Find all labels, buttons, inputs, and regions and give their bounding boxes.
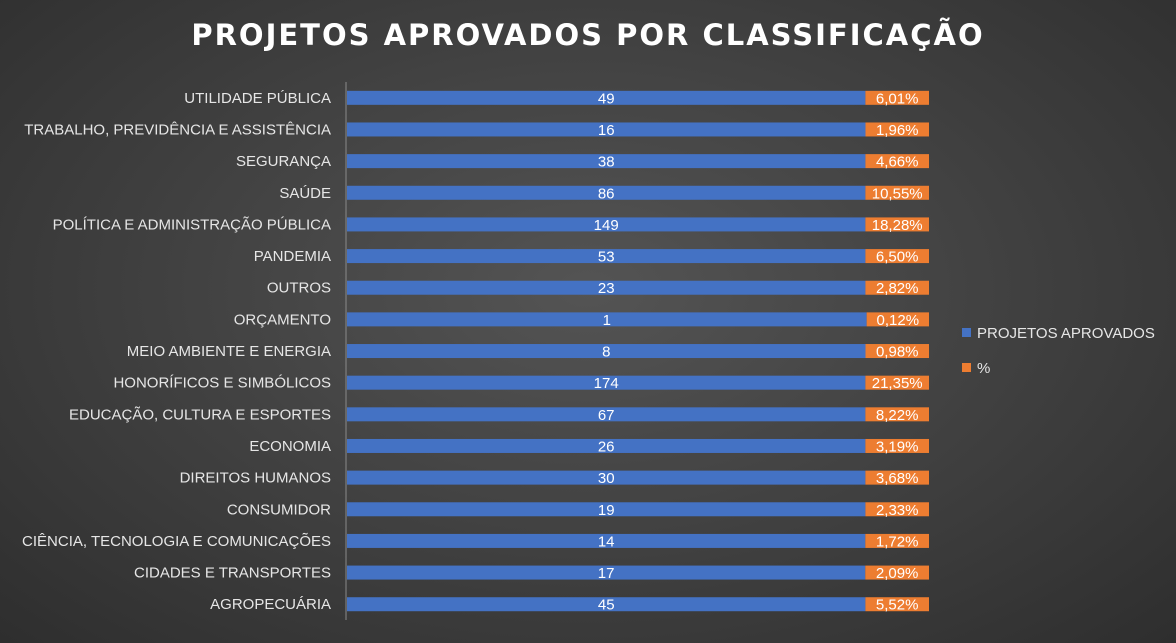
data-label: 19 (598, 502, 615, 519)
bar-percent (865, 597, 929, 612)
data-label: 30 (598, 470, 615, 487)
bar-projetos-aprovados (347, 375, 866, 390)
data-label: 21,35% (872, 375, 923, 392)
category-label: CIDADES E TRANSPORTES (134, 565, 331, 582)
data-label: 2,82% (876, 280, 919, 297)
bar-percent (865, 533, 929, 548)
data-label: 2,33% (876, 502, 919, 519)
bar-percent (865, 249, 929, 264)
bar-projetos-aprovados (347, 185, 866, 200)
data-label: 67 (598, 407, 615, 424)
bar-projetos-aprovados (347, 470, 866, 485)
category-label: AGROPECUÁRIA (210, 596, 331, 613)
category-label: PANDEMIA (254, 248, 331, 265)
bar-percent (865, 502, 929, 517)
legend: PROJETOS APROVADOS% (962, 325, 1155, 377)
data-label: 3,19% (876, 438, 919, 455)
data-label: 5,52% (876, 597, 919, 614)
bars-layer: UTILIDADE PÚBLICA 49 6,01% TRABALHO, PREVID… (22, 90, 929, 614)
bar-projetos-aprovados (347, 249, 866, 264)
data-label: 23 (598, 280, 615, 297)
category-label: SEGURANÇA (236, 153, 331, 170)
bar-projetos-aprovados (347, 90, 866, 105)
bar-percent (865, 90, 929, 105)
data-label: 6,01% (876, 90, 919, 107)
chart-title: PROJETOS APROVADOS POR CLASSIFICAÇÃO (191, 18, 985, 52)
bar-projetos-aprovados (347, 438, 866, 453)
data-label: 1 (603, 312, 611, 329)
bar-projetos-aprovados (347, 344, 866, 359)
data-label: 8,22% (876, 407, 919, 424)
data-label: 174 (594, 375, 619, 392)
category-label: POLÍTICA E ADMINISTRAÇÃO PÚBLICA (53, 216, 331, 233)
data-label: 18,28% (872, 217, 923, 234)
legend-swatch (962, 363, 971, 372)
bar-projetos-aprovados (347, 217, 866, 232)
category-label: HONORÍFICOS E SIMBÓLICOS (113, 375, 331, 392)
bar-percent (866, 312, 929, 327)
bar-percent (865, 470, 929, 485)
bar-projetos-aprovados (347, 502, 866, 517)
data-label: 6,50% (876, 249, 919, 266)
bar-projetos-aprovados (347, 122, 866, 137)
bar-projetos-aprovados (347, 565, 866, 580)
data-label: 2,09% (876, 565, 919, 582)
legend-label: PROJETOS APROVADOS (977, 325, 1155, 342)
data-label: 149 (594, 217, 619, 234)
bar-projetos-aprovados (347, 407, 866, 422)
bar-projetos-aprovados (347, 280, 866, 295)
category-label: TRABALHO, PREVIDÊNCIA E ASSISTÊNCIA (24, 121, 331, 138)
data-label: 0,98% (876, 344, 919, 361)
data-label: 49 (598, 90, 615, 107)
data-label: 26 (598, 438, 615, 455)
category-label: EDUCAÇÃO, CULTURA E ESPORTES (69, 406, 331, 423)
category-label: DIREITOS HUMANOS (180, 470, 331, 487)
data-label: 8 (602, 344, 610, 361)
bar-percent (865, 407, 929, 422)
bar-percent (865, 375, 929, 390)
category-label: ORÇAMENTO (234, 311, 331, 328)
bar-projetos-aprovados (347, 533, 866, 548)
category-label: UTILIDADE PÚBLICA (184, 90, 331, 107)
legend-swatch (962, 328, 971, 337)
bar-percent (865, 565, 929, 580)
bar-percent (865, 122, 929, 137)
bar-percent (865, 280, 929, 295)
bar-percent (865, 217, 929, 232)
data-label: 38 (598, 154, 615, 171)
legend-label: % (977, 360, 990, 377)
bar-percent (865, 344, 929, 359)
bar-projetos-aprovados (347, 154, 866, 169)
data-label: 10,55% (872, 185, 923, 202)
data-label: 1,96% (876, 122, 919, 139)
data-label: 0,12% (877, 312, 920, 329)
data-label: 14 (598, 533, 615, 550)
data-label: 53 (598, 249, 615, 266)
data-label: 86 (598, 185, 615, 202)
category-label: OUTROS (267, 280, 331, 297)
data-label: 4,66% (876, 154, 919, 171)
data-label: 16 (598, 122, 615, 139)
bar-projetos-aprovados (347, 597, 866, 612)
bar-projetos-aprovados (347, 312, 867, 327)
category-label: MEIO AMBIENTE E ENERGIA (127, 343, 331, 360)
category-label: CONSUMIDOR (227, 501, 331, 518)
data-label: 17 (598, 565, 615, 582)
category-label: ECONOMIA (249, 438, 331, 455)
bar-percent (865, 185, 929, 200)
data-label: 3,68% (876, 470, 919, 487)
bar-percent (865, 154, 929, 169)
bar-percent (865, 438, 929, 453)
data-label: 1,72% (876, 533, 919, 550)
category-label: CIÊNCIA, TECNOLOGIA E COMUNICAÇÕES (22, 533, 331, 550)
data-label: 45 (598, 597, 615, 614)
category-label: SAÚDE (279, 185, 331, 202)
